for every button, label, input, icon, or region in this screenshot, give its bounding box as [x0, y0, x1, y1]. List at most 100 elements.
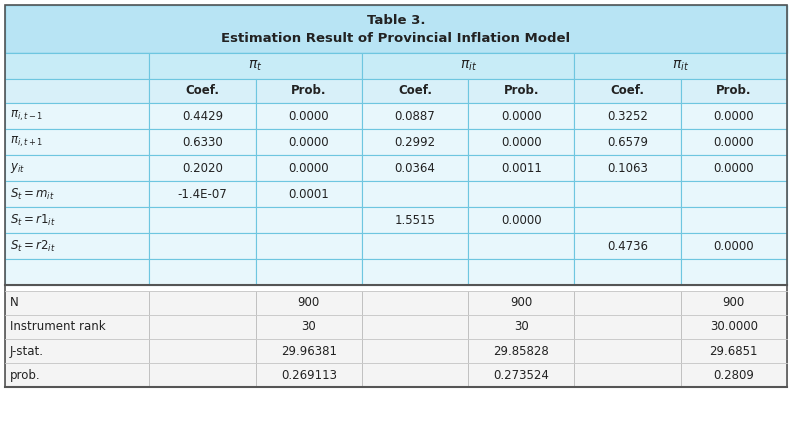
Bar [5, 53, 150, 79]
Text: 30.0000: 30.0000 [710, 321, 758, 333]
Bar [362, 339, 468, 363]
Text: 0.0000: 0.0000 [288, 162, 329, 174]
Bar [5, 363, 150, 387]
Bar [574, 53, 787, 79]
Bar [574, 363, 681, 387]
Bar [150, 315, 256, 339]
Text: 0.2809: 0.2809 [714, 369, 754, 381]
Text: $\pi_{it}$: $\pi_{it}$ [459, 59, 477, 73]
Bar [5, 259, 150, 285]
Bar [256, 207, 362, 233]
Text: 0.1063: 0.1063 [607, 162, 648, 174]
Text: 900: 900 [723, 297, 745, 309]
Bar [5, 155, 150, 181]
Bar [5, 315, 787, 339]
Text: $\pi_t$: $\pi_t$ [249, 59, 263, 73]
Bar [5, 129, 150, 155]
Text: 900: 900 [298, 297, 320, 309]
Text: $y_{it}$: $y_{it}$ [10, 161, 25, 175]
Text: prob.: prob. [10, 369, 40, 381]
Bar [574, 339, 681, 363]
Text: 29.6851: 29.6851 [710, 345, 758, 357]
Bar [362, 129, 468, 155]
Bar [5, 339, 787, 363]
Bar [5, 315, 150, 339]
Text: 0.0000: 0.0000 [501, 214, 542, 226]
Bar [5, 5, 787, 53]
Text: Prob.: Prob. [716, 84, 752, 98]
Bar [256, 103, 362, 129]
Text: 0.3252: 0.3252 [607, 110, 648, 123]
Bar [5, 181, 150, 207]
Bar [681, 155, 787, 181]
Bar [5, 181, 787, 207]
Bar [256, 233, 362, 259]
Bar [5, 53, 787, 79]
Bar [468, 291, 574, 315]
Bar [5, 259, 787, 285]
Bar [5, 79, 787, 103]
Bar [574, 103, 681, 129]
Text: 0.4429: 0.4429 [182, 110, 223, 123]
Text: 0.0000: 0.0000 [714, 110, 754, 123]
Text: -1.4E-07: -1.4E-07 [177, 187, 227, 201]
Bar [5, 79, 150, 103]
Bar [574, 259, 681, 285]
Text: $\pi_{i,t+1}$: $\pi_{i,t+1}$ [10, 135, 44, 149]
Text: 0.6330: 0.6330 [182, 135, 223, 148]
Text: $S_t = m_{it}$: $S_t = m_{it}$ [10, 186, 55, 202]
Text: 0.0364: 0.0364 [394, 162, 436, 174]
Text: 0.4736: 0.4736 [607, 239, 648, 253]
Text: Coef.: Coef. [611, 84, 645, 98]
Bar [681, 207, 787, 233]
Bar [468, 79, 574, 103]
Text: 0.6579: 0.6579 [607, 135, 648, 148]
Bar [5, 103, 150, 129]
Bar [468, 259, 574, 285]
Bar [468, 103, 574, 129]
Text: 0.0000: 0.0000 [714, 135, 754, 148]
Text: 0.273524: 0.273524 [493, 369, 550, 381]
Bar [468, 233, 574, 259]
Bar [362, 315, 468, 339]
Bar [150, 181, 256, 207]
Bar [256, 181, 362, 207]
Bar [5, 233, 150, 259]
Text: 0.0000: 0.0000 [501, 135, 542, 148]
Text: 0.0887: 0.0887 [394, 110, 436, 123]
Bar [5, 5, 787, 387]
Bar [5, 207, 787, 233]
Bar [574, 79, 681, 103]
Bar [362, 103, 468, 129]
Bar [468, 339, 574, 363]
Bar [574, 155, 681, 181]
Bar [681, 233, 787, 259]
Bar [5, 291, 787, 315]
Text: 1.5515: 1.5515 [394, 214, 436, 226]
Text: 0.0001: 0.0001 [288, 187, 329, 201]
Bar [256, 291, 362, 315]
Text: $\pi_{it}$: $\pi_{it}$ [672, 59, 689, 73]
Text: 0.269113: 0.269113 [281, 369, 337, 381]
Text: 0.2992: 0.2992 [394, 135, 436, 148]
Bar [362, 259, 468, 285]
Bar [681, 181, 787, 207]
Text: Prob.: Prob. [504, 84, 539, 98]
Bar [5, 339, 150, 363]
Bar [681, 259, 787, 285]
Bar [574, 181, 681, 207]
Bar [362, 79, 468, 103]
Text: $S_t = r2_{it}$: $S_t = r2_{it}$ [10, 238, 55, 254]
Text: $S_t = r1_{it}$: $S_t = r1_{it}$ [10, 212, 55, 227]
Bar [681, 363, 787, 387]
Bar [362, 155, 468, 181]
Bar [574, 207, 681, 233]
Bar [150, 129, 256, 155]
Bar [5, 129, 787, 155]
Text: 0.0000: 0.0000 [714, 239, 754, 253]
Bar [5, 233, 787, 259]
Bar [150, 233, 256, 259]
Text: Instrument rank: Instrument rank [10, 321, 105, 333]
Bar [681, 79, 787, 103]
Bar [5, 291, 150, 315]
